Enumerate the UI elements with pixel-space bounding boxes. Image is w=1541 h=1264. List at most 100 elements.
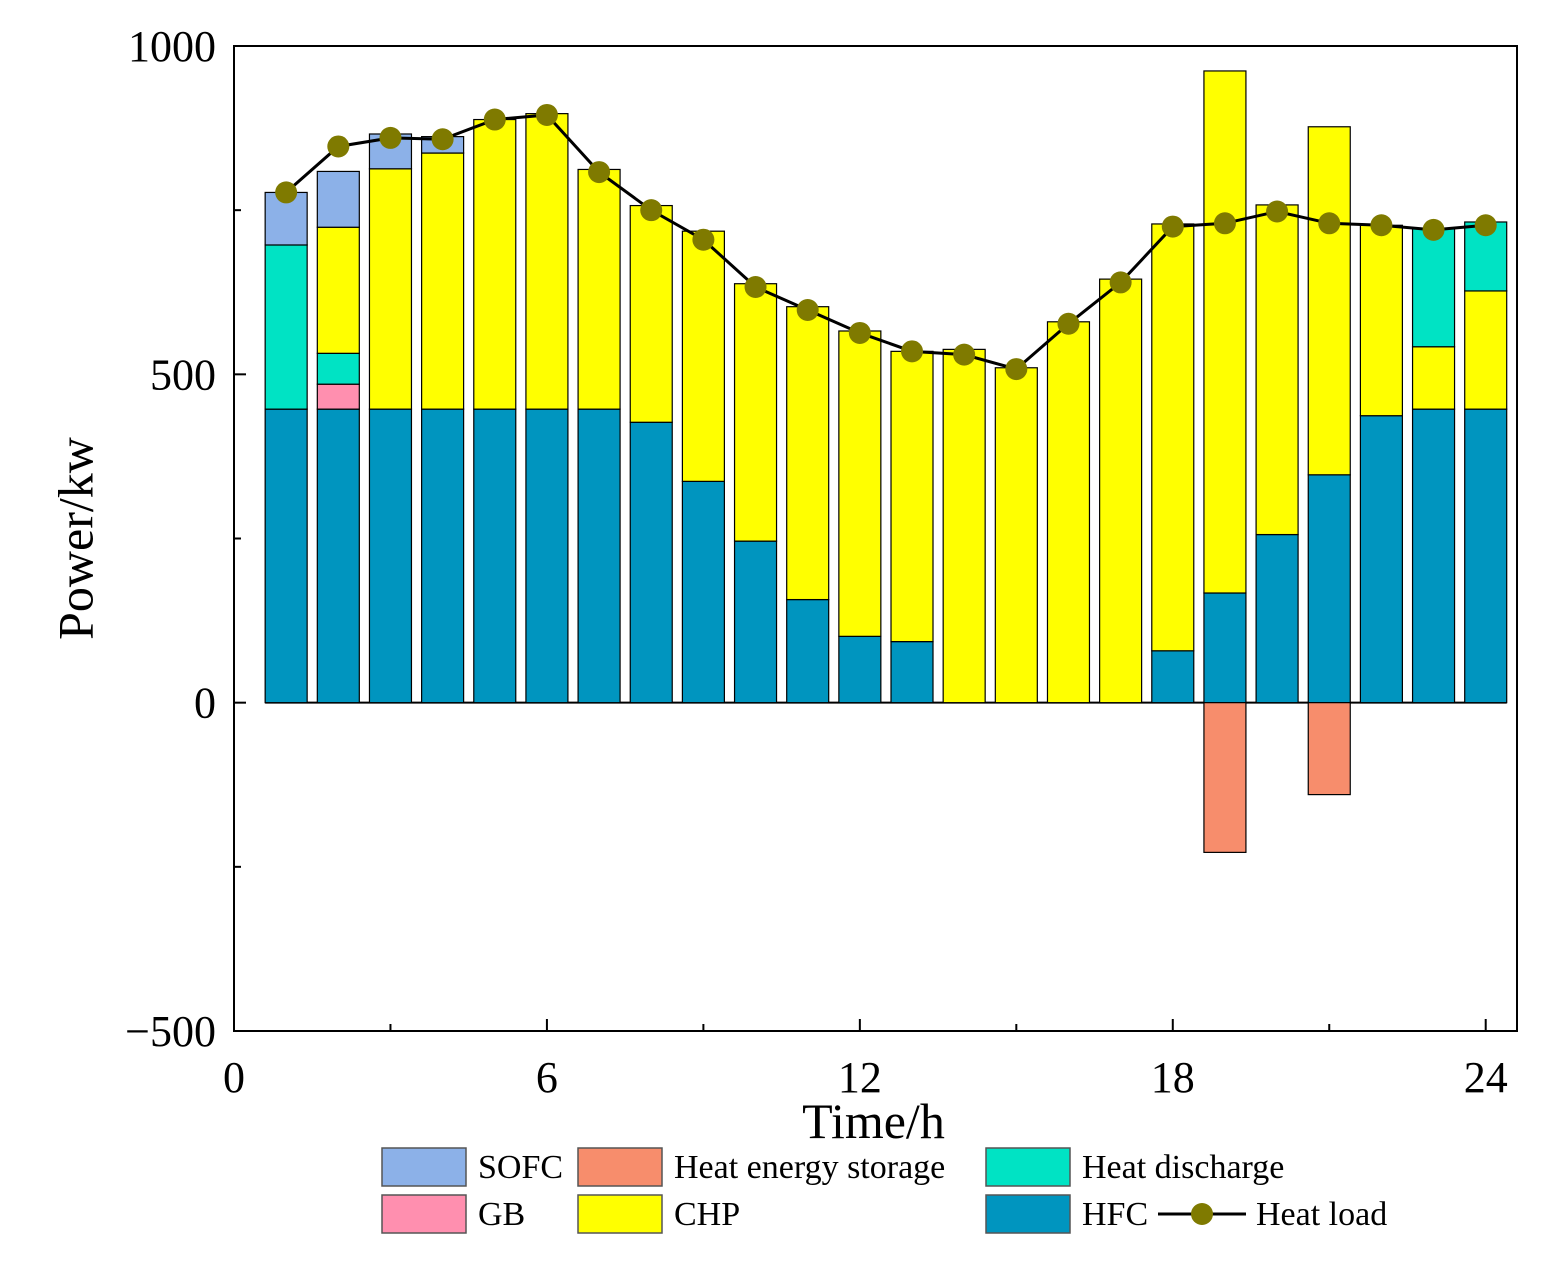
bar-chp-h18 (1151, 223, 1195, 652)
legend-label: Heat discharge (1082, 1149, 1284, 1186)
y-axis-title: Power/kw (48, 437, 104, 640)
legend-item-heat-energy-storage: Heat energy storage (577, 1147, 945, 1187)
bar-heat-discharge-h2 (316, 352, 360, 385)
bar-chp-h23 (1411, 346, 1456, 410)
heat-load-point-h11 (796, 298, 819, 321)
heat-load-point-h24 (1474, 214, 1497, 237)
legend-swatch (381, 1147, 467, 1187)
bar-heat-discharge-h1 (264, 244, 308, 410)
bar-chp-h14 (942, 348, 986, 704)
legend: SOFC Heat energy storage Heat discharge GB C… (381, 1147, 1387, 1234)
bar-hfc-h11 (786, 598, 830, 704)
bar-hfc-h1 (264, 408, 308, 704)
y-tick-label: 0 (194, 679, 216, 728)
heat-load-point-h15 (1005, 358, 1028, 381)
x-axis-title: Time/h (802, 1093, 945, 1149)
legend-label: CHP (674, 1196, 740, 1233)
x-tick-label: 12 (838, 1053, 882, 1102)
bar-chp-h20 (1255, 204, 1299, 536)
bars (264, 70, 1508, 853)
bar-chp-h6 (525, 113, 569, 410)
bar-chp-h9 (681, 230, 725, 482)
bar-sofc-h2 (316, 170, 360, 228)
legend-item-sofc: SOFC (381, 1147, 563, 1187)
y-tick-label: −500 (125, 1007, 216, 1056)
bar-hfc-h10 (733, 540, 778, 704)
bar-hfc-h19 (1203, 592, 1247, 704)
legend-marker (1191, 1203, 1213, 1225)
legend-item-hfc: HFC (985, 1194, 1148, 1234)
legend-swatch (577, 1194, 663, 1234)
heat-load-point-h18 (1161, 215, 1184, 238)
bar-hfc-h22 (1359, 415, 1403, 704)
bar-chp-h3 (368, 168, 413, 410)
bar-hfc-h13 (890, 640, 934, 704)
legend-item-heat-load: Heat load (1158, 1196, 1387, 1233)
heat-load-point-h19 (1213, 212, 1236, 235)
heat-load-point-h16 (1057, 312, 1080, 335)
x-tick-label: 0 (223, 1053, 245, 1102)
heat-load-point-h7 (588, 161, 611, 184)
bar-hfc-h5 (473, 408, 517, 704)
heat-load-point-h4 (431, 128, 454, 151)
bar-hfc-h2 (316, 408, 360, 704)
bar-hfc-h24 (1464, 408, 1508, 704)
axis-ticks (233, 45, 1487, 1032)
legend-label: GB (478, 1196, 525, 1233)
bar-chp-h19 (1203, 70, 1247, 594)
x-tick-label: 6 (536, 1053, 558, 1102)
y-tick-label: 500 (150, 350, 216, 399)
heat-load-point-h8 (640, 199, 663, 222)
bar-chp-h15 (994, 367, 1038, 704)
bar-heat-discharge-h23 (1411, 227, 1456, 348)
legend-label: Heat energy storage (674, 1149, 945, 1186)
bar-chp-h24 (1464, 290, 1508, 410)
legend-label: Heat load (1256, 1196, 1387, 1233)
bar-chp-h8 (629, 204, 673, 423)
bar-chp-h16 (1046, 321, 1091, 704)
heat-load-point-h6 (535, 103, 558, 126)
bar-chp-h10 (733, 283, 778, 542)
bar-chp-h5 (473, 118, 517, 410)
bar-chp-h13 (890, 350, 934, 643)
legend-item-chp: CHP (577, 1194, 740, 1234)
bar-hfc-h6 (525, 408, 569, 704)
bar-hfc-h8 (629, 421, 673, 704)
heat-load-point-h23 (1422, 218, 1445, 241)
legend-swatch (985, 1194, 1071, 1234)
heat-load-point-h21 (1318, 212, 1341, 235)
bar-hfc-h7 (577, 408, 621, 704)
legend-item-gb: GB (381, 1194, 525, 1234)
heat-load-point-h3 (379, 126, 402, 149)
bar-hfc-h21 (1307, 474, 1351, 704)
bar-heat-energy-storage-h21 (1307, 702, 1351, 796)
bar-hfc-h3 (368, 408, 413, 704)
bar-chp-h4 (421, 152, 465, 410)
bar-chp-h12 (838, 330, 882, 637)
bar-hfc-h9 (681, 480, 725, 704)
bar-chp-h11 (786, 306, 830, 601)
heat-load-point-h1 (275, 181, 298, 204)
bar-chp-h22 (1359, 224, 1403, 417)
legend-swatch (985, 1147, 1071, 1187)
heat-load-point-h20 (1266, 200, 1289, 223)
heat-load-line (285, 113, 1486, 371)
bar-chp-h7 (577, 168, 621, 410)
heat-load-point-h2 (327, 135, 350, 158)
bar-hfc-h20 (1255, 533, 1299, 704)
legend-label: SOFC (478, 1149, 563, 1186)
bar-chp-h21 (1307, 126, 1351, 476)
heat-load-point-h12 (848, 321, 871, 344)
legend-swatch (577, 1147, 663, 1187)
y-tick-label: 1000 (128, 22, 216, 71)
bar-chp-h17 (1099, 278, 1143, 704)
bar-hfc-h18 (1151, 650, 1195, 704)
heat-load-point-h17 (1109, 271, 1132, 294)
heat-load-point-h14 (953, 343, 976, 366)
bar-heat-energy-storage-h19 (1203, 702, 1247, 853)
x-tick-label: 24 (1464, 1053, 1508, 1102)
heat-load-point-h9 (692, 228, 715, 251)
bar-hfc-h23 (1411, 408, 1456, 704)
